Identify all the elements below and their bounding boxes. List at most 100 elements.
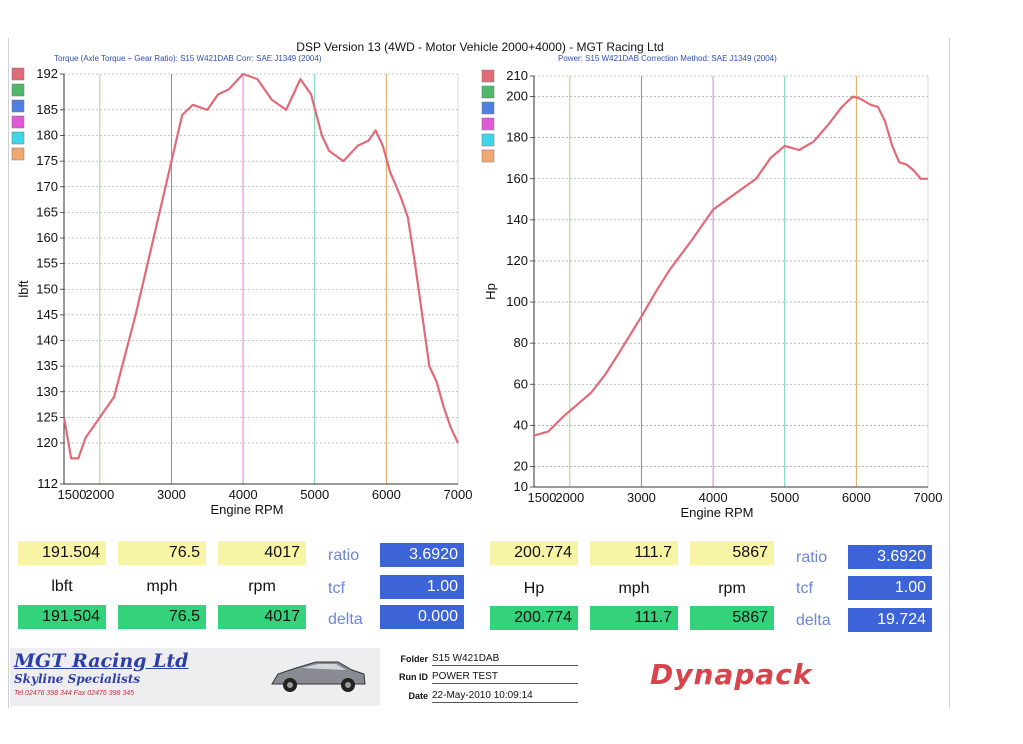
- folder-value: S15 W421DAB: [432, 653, 578, 666]
- power-legend-swatch: [481, 85, 495, 99]
- power-y-tick-label: 180: [506, 130, 528, 145]
- power-y-tick-label: 140: [506, 212, 528, 227]
- power-y-tick-label: 80: [514, 335, 528, 350]
- power-legend-swatch: [481, 117, 495, 131]
- torque-series-line: [62, 72, 459, 460]
- date-value: 22-May-2010 10:09:14: [432, 690, 578, 703]
- torque-y-tick-label: 145: [36, 307, 58, 322]
- power-x-tick-label: 6000: [842, 490, 871, 505]
- torque-legend-swatch: [11, 115, 25, 129]
- torque-y-axis-label: lbft: [16, 280, 31, 298]
- power-tcf-value: 1.00: [848, 576, 932, 600]
- torque-legend-swatch: [11, 147, 25, 161]
- torque-y-tick-label: 160: [36, 230, 58, 245]
- torque-ratio-value: 3.6920: [380, 543, 464, 567]
- torque-y-tick-label: 185: [36, 102, 58, 117]
- torque-y-tick-label: 155: [36, 256, 58, 271]
- torque-x-tick-label: 1500: [58, 487, 87, 502]
- torque-y-tick-label: 120: [36, 435, 58, 450]
- torque-y-tick-label: 170: [36, 179, 58, 194]
- power-speed-top: 111.7: [590, 541, 678, 565]
- power-x-tick-label: 2000: [555, 490, 584, 505]
- power-y-tick-label: 20: [514, 458, 528, 473]
- run-id-label: Run ID: [399, 672, 428, 682]
- power-ratio-label: ratio: [796, 549, 828, 566]
- power-y-tick-label: 40: [514, 417, 528, 432]
- torque-x-tick-label: 7000: [444, 487, 473, 502]
- power-x-tick-label: 1500: [528, 490, 557, 505]
- torque-x-tick-label: 3000: [157, 487, 186, 502]
- footer: MGT Racing Ltd Skyline Specialists Tel 0…: [10, 648, 948, 706]
- power-rpm-top: 5867: [690, 541, 774, 565]
- power-y-tick-label: 60: [514, 376, 528, 391]
- torque-y-tick-label: 112: [37, 476, 58, 491]
- car-icon: [271, 661, 366, 692]
- torque-y-tick-label: 140: [36, 333, 58, 348]
- torque-y-tick-label: 165: [36, 204, 58, 219]
- torque-x-tick-label: 2000: [85, 487, 114, 502]
- torque-ratio-label: ratio: [328, 547, 360, 564]
- torque-x-tick-label: 6000: [372, 487, 401, 502]
- torque-y-tick-label: 192: [36, 66, 58, 81]
- power-mph-label: mph: [618, 580, 650, 597]
- power-rpm-bottom: 5867: [690, 606, 774, 630]
- power-y-tick-label: 160: [506, 171, 528, 186]
- power-value-top: 200.774: [490, 541, 578, 565]
- power-y-tick-label: 200: [506, 89, 528, 104]
- power-legend-swatch: [481, 101, 495, 115]
- company-phone: Tel 02476 398 344 Fax 02476 398 345: [14, 690, 135, 697]
- power-x-axis-label: Engine RPM: [681, 505, 754, 520]
- company-name: MGT Racing Ltd: [14, 650, 189, 672]
- date-label: Date: [408, 691, 428, 701]
- power-subtitle: Power: S15 W421DAB Correction Method: SA…: [558, 54, 777, 63]
- torque-x-tick-label: 4000: [229, 487, 258, 502]
- power-rpm-label: rpm: [718, 580, 746, 597]
- power-x-tick-label: 5000: [770, 490, 799, 505]
- torque-rpm-bottom: 4017: [218, 605, 306, 629]
- torque-value-bottom: 191.504: [18, 605, 106, 629]
- torque-x-tick-label: 5000: [300, 487, 329, 502]
- torque-tcf-label: tcf: [328, 580, 345, 597]
- torque-subtitle: Torque (Axle Torque ÷ Gear Ratio): S15 W…: [54, 54, 322, 63]
- power-tcf-label: tcf: [796, 580, 813, 597]
- torque-speed-top: 76.5: [118, 541, 206, 565]
- power-unit-label: Hp: [523, 580, 545, 597]
- power-legend-swatch: [481, 69, 495, 83]
- torque-mph-label: mph: [146, 578, 178, 595]
- torque-legend-swatch: [11, 131, 25, 145]
- torque-delta-value: 0.000: [380, 605, 464, 629]
- torque-tcf-value: 1.00: [380, 575, 464, 599]
- power-delta-label: delta: [796, 612, 831, 629]
- power-ratio-value: 3.6920: [848, 545, 932, 569]
- power-y-tick-label: 210: [506, 68, 528, 83]
- torque-y-tick-label: 175: [36, 153, 58, 168]
- torque-delta-label: delta: [328, 611, 363, 628]
- torque-legend-swatch: [11, 99, 25, 113]
- power-x-tick-label: 3000: [627, 490, 656, 505]
- torque-y-tick-label: 180: [36, 128, 58, 143]
- torque-y-tick-label: 125: [36, 409, 58, 424]
- torque-value-top: 191.504: [18, 541, 106, 565]
- torque-legend-swatch: [11, 83, 25, 97]
- power-value-bottom: 200.774: [490, 606, 578, 630]
- torque-legend-swatch: [11, 67, 25, 81]
- run-id-value: POWER TEST: [432, 671, 578, 684]
- power-speed-bottom: 111.7: [590, 606, 678, 630]
- power-legend-swatch: [481, 133, 495, 147]
- torque-rpm-label: rpm: [248, 578, 276, 595]
- folder-label: Folder: [400, 654, 428, 664]
- torque-y-tick-label: 135: [36, 358, 58, 373]
- torque-x-axis-label: Engine RPM: [211, 502, 284, 517]
- chart-title: DSP Version 13 (4WD - Motor Vehicle 2000…: [296, 40, 664, 54]
- dynapack-logo: Dynapack: [650, 658, 813, 691]
- torque-chart: 112 120 125 130 135 140 145 150 155 160 165 170 175 1…: [11, 66, 473, 517]
- torque-speed-bottom: 76.5: [118, 605, 206, 629]
- torque-rpm-top: 4017: [218, 541, 306, 565]
- torque-unit-label: lbft: [51, 578, 73, 595]
- torque-y-tick-label: 130: [36, 384, 58, 399]
- power-y-tick-label: 10: [514, 479, 528, 494]
- power-legend-swatch: [481, 149, 495, 163]
- power-x-tick-label: 4000: [699, 490, 728, 505]
